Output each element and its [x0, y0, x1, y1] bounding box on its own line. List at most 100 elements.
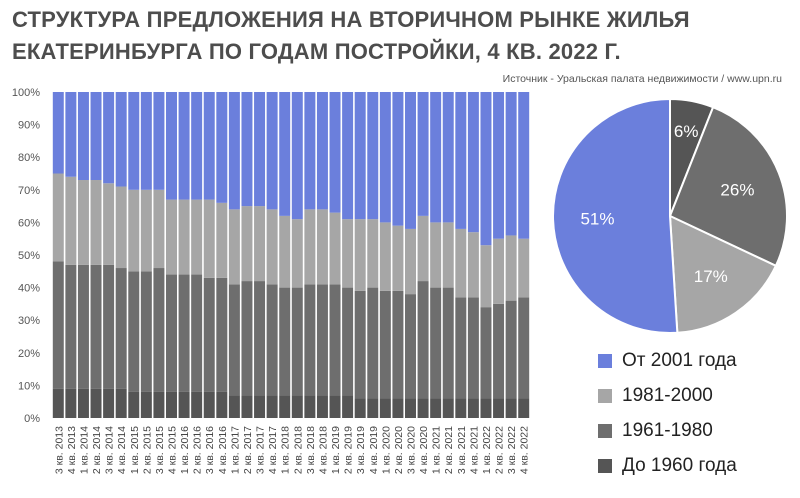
x-tick-label: 1 кв. 2022 — [481, 426, 493, 474]
x-tick-label: 3 кв. 2016 — [204, 426, 216, 474]
pie-slice — [668, 105, 788, 268]
bar-segment — [241, 281, 253, 396]
bar-segment — [77, 180, 89, 265]
x-tick-label: 1 кв. 2021 — [431, 426, 443, 474]
title-line-2: ЕКАТЕРИНБУРГА ПО ГОДАМ ПОСТРОЙКИ, 4 КВ. … — [12, 39, 621, 64]
bar-segment — [392, 225, 404, 291]
bar-segment — [480, 245, 492, 308]
bar-segment — [316, 209, 328, 285]
bar-segment — [493, 238, 505, 304]
y-tick-label: 50% — [18, 250, 40, 262]
bar-segment — [518, 238, 530, 298]
bar-segment — [304, 209, 316, 285]
bar-segment — [52, 261, 64, 389]
bar-segment — [518, 297, 530, 399]
bar-segment — [203, 277, 215, 392]
bar-segment — [417, 215, 429, 282]
bar-segment — [354, 398, 366, 418]
bar-segment — [90, 388, 102, 418]
bar-segment — [153, 391, 165, 418]
x-tick-label: 1 кв. 2017 — [229, 426, 241, 474]
bar-segment — [455, 228, 467, 298]
bar-segment — [241, 395, 253, 418]
bar-segment — [65, 92, 77, 177]
bar-segment — [367, 92, 379, 220]
pie-slice — [668, 214, 778, 334]
bar-segment — [379, 398, 391, 418]
bar-segment — [153, 189, 165, 269]
bar-segment — [103, 388, 115, 418]
bar-segment — [480, 92, 492, 246]
x-tick-label: 3 кв. 2018 — [305, 426, 317, 474]
bar-segment — [392, 92, 404, 226]
y-tick-label: 100% — [12, 87, 40, 99]
x-tick-label: 3 кв. 2021 — [456, 426, 468, 474]
bar-segment — [379, 222, 391, 291]
chart-title: СТРУКТУРА ПРЕДЛОЖЕНИЯ НА ВТОРИЧНОМ РЫНКЕ… — [12, 4, 690, 68]
bar-segment — [216, 391, 228, 418]
legend-swatch — [598, 458, 612, 473]
bar-segment — [430, 222, 442, 288]
x-tick-label: 2 кв. 2020 — [393, 426, 405, 474]
bar-segment — [304, 395, 316, 418]
bar-segment — [493, 92, 505, 239]
y-tick-label: 90% — [18, 120, 40, 132]
x-tick-label: 2 кв. 2014 — [91, 426, 103, 474]
bar-segment — [77, 264, 89, 389]
x-tick-label: 2 кв. 2016 — [192, 426, 204, 474]
bar-segment — [442, 222, 454, 288]
bar-segment — [405, 92, 416, 229]
bar-segment — [467, 232, 479, 298]
bar-segment — [455, 297, 467, 399]
bar-segment — [279, 92, 291, 216]
bar-segment — [254, 395, 266, 418]
bar-segment — [291, 219, 303, 288]
bar-segment — [65, 388, 77, 418]
bar-segment — [90, 92, 102, 181]
bar-segment — [266, 395, 278, 418]
bar-segment — [291, 92, 303, 220]
bar-segment — [254, 206, 266, 282]
bar-segment — [329, 92, 341, 213]
bar-segment — [103, 92, 115, 184]
bar-segment — [493, 303, 505, 399]
bar-segment — [178, 92, 190, 200]
bar-segment — [354, 290, 366, 399]
bar-segment — [367, 219, 379, 288]
legend-item-from-2001: От 2001 года — [598, 343, 737, 378]
bar-segment — [493, 398, 505, 418]
bar-segment — [342, 219, 354, 288]
bar-segment — [405, 228, 416, 295]
bar-segment — [467, 398, 479, 418]
bar-segment — [342, 92, 354, 220]
bar-segment — [518, 398, 530, 418]
bar-segment — [455, 398, 467, 418]
y-tick-label: 10% — [18, 380, 40, 392]
bar-segment — [417, 281, 429, 399]
bar-segment — [191, 391, 203, 418]
bar-segment — [417, 398, 429, 418]
bar-segment — [166, 391, 177, 418]
x-tick-label: 4 кв. 2022 — [519, 426, 531, 474]
bar-segment — [392, 398, 404, 418]
pie-chart: 6% 26% 17% 51% — [552, 97, 788, 334]
bar-segment — [316, 395, 328, 418]
bar-segment — [254, 92, 266, 207]
bar-segment — [77, 92, 89, 181]
bar-segment — [128, 189, 140, 272]
bar-segment — [203, 391, 215, 418]
bar-segment — [367, 287, 379, 399]
bar-segment — [52, 388, 64, 418]
x-tick-label: 1 кв. 2015 — [129, 426, 141, 474]
bar-segment — [467, 92, 479, 233]
bar-segment — [65, 264, 77, 389]
x-tick-label: 2 кв. 2015 — [141, 426, 153, 474]
bar-segment — [140, 271, 152, 392]
bar-segment — [291, 287, 303, 396]
bar-segment — [266, 284, 278, 396]
bar-segment — [455, 92, 467, 229]
bar-segment — [505, 398, 517, 418]
bar-segment — [140, 92, 152, 190]
bar-segment — [103, 183, 115, 265]
bar-segment — [203, 92, 215, 200]
